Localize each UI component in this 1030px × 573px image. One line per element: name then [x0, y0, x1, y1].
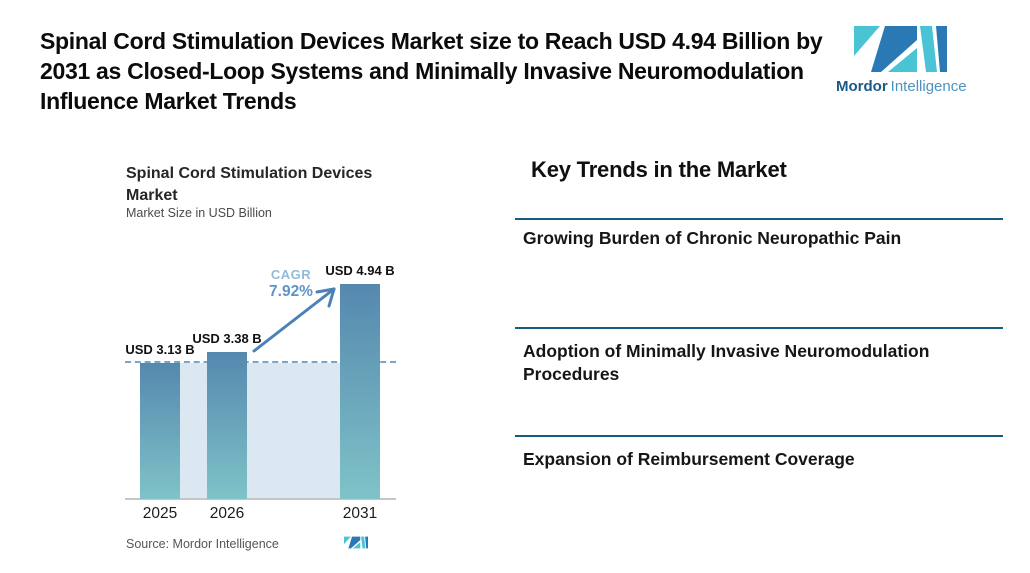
trend-divider: [515, 327, 1003, 329]
source-note: Source: Mordor Intelligence: [126, 537, 279, 551]
mordor-logo-mini: [344, 536, 368, 549]
page-title: Spinal Cord Stimulation Devices Market s…: [40, 28, 823, 114]
x-tick-label: 2025: [142, 505, 178, 522]
cagr-annotation: CAGR 7.92%: [256, 267, 326, 301]
bar-2026: [207, 352, 247, 499]
chart-title: Spinal Cord Stimulation Devices Market: [126, 163, 386, 207]
bar-value-label: USD 3.38 B: [192, 331, 262, 347]
trend-divider: [515, 218, 1003, 220]
bar-2031: [340, 284, 380, 499]
x-tick-label: 2026: [209, 505, 245, 522]
cagr-label: CAGR: [270, 267, 312, 282]
chart-title-line2: Market: [126, 187, 178, 204]
trends-heading: Key Trends in the Market: [531, 157, 787, 182]
x-axis-line: [125, 498, 396, 500]
brand-name-secondary: Intelligence: [890, 78, 967, 95]
growth-arrow: [252, 287, 336, 353]
trend-divider: [515, 435, 1003, 437]
trend-item-3: Expansion of Reimbursement Coverage: [523, 449, 855, 469]
baseline-dashed-line: [125, 361, 396, 363]
chart-subtitle: Market Size in USD Billion: [126, 206, 272, 220]
bar-value-label: USD 3.13 B: [125, 342, 195, 357]
mordor-logo-wordmark: Mordor Intelligence: [836, 78, 967, 95]
trend-item-2: Adoption of Minimally Invasive Neuromodu…: [523, 341, 930, 384]
mordor-logo-mark: [853, 26, 947, 72]
mordor-logo: Mordor Intelligence: [836, 26, 967, 95]
bar-value-label: USD 4.94 B: [325, 263, 395, 279]
bar-2025: [140, 363, 180, 499]
brand-name-primary: Mordor: [836, 78, 888, 95]
trend-item-1: Growing Burden of Chronic Neuropathic Pa…: [523, 228, 902, 248]
x-tick-label: 2031: [342, 505, 378, 522]
cagr-value: 7.92%: [269, 283, 313, 300]
chart-title-line1: Spinal Cord Stimulation Devices: [126, 165, 373, 182]
